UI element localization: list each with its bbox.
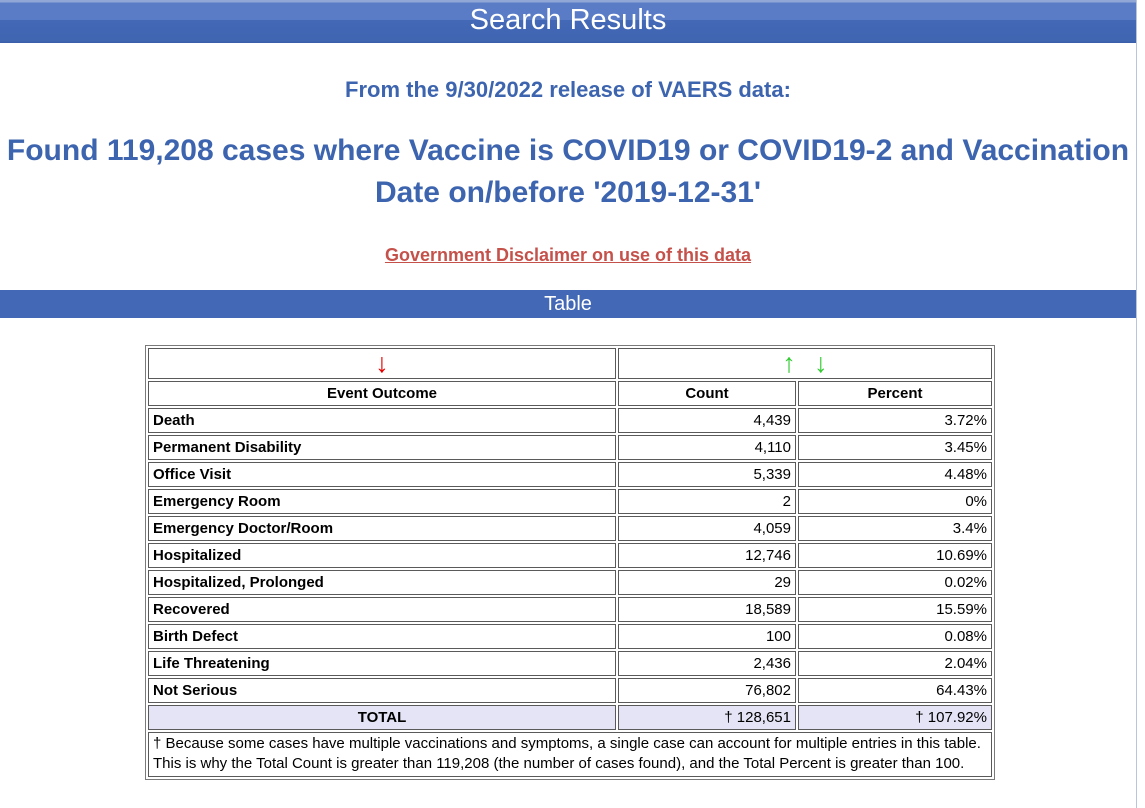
disclaimer-row: Government Disclaimer on use of this dat… xyxy=(0,245,1136,266)
percent-cell: 2.04% xyxy=(798,651,992,676)
table-row: Birth Defect 100 0.08% xyxy=(148,624,992,649)
outcome-cell: Hospitalized xyxy=(148,543,616,568)
sort-value-descending-arrow-icon[interactable]: ↓ xyxy=(814,348,828,378)
table-row: Not Serious 76,802 64.43% xyxy=(148,678,992,703)
government-disclaimer-link[interactable]: Government Disclaimer on use of this dat… xyxy=(384,245,752,265)
page-title: Search Results xyxy=(469,4,667,36)
count-cell: 18,589 xyxy=(618,597,796,622)
outcome-cell: Office Visit xyxy=(148,462,616,487)
percent-cell: 0.08% xyxy=(798,624,992,649)
column-header-row: Event Outcome Count Percent xyxy=(148,381,992,406)
percent-cell: 4.48% xyxy=(798,462,992,487)
total-row: TOTAL † 128,651 † 107.92% xyxy=(148,705,992,730)
outcome-cell: Emergency Doctor/Room xyxy=(148,516,616,541)
outcome-cell: Birth Defect xyxy=(148,624,616,649)
outcome-sort-cell: ↓ xyxy=(148,348,616,379)
percent-cell: 64.43% xyxy=(798,678,992,703)
count-cell: 5,339 xyxy=(618,462,796,487)
total-count-cell: † 128,651 xyxy=(618,705,796,730)
count-cell: 4,059 xyxy=(618,516,796,541)
table-section-title: Table xyxy=(544,293,592,315)
percent-cell: 3.72% xyxy=(798,408,992,433)
table-row: Recovered 18,589 15.59% xyxy=(148,597,992,622)
table-row: Hospitalized 12,746 10.69% xyxy=(148,543,992,568)
sort-row: ↓ ↑ ↓ xyxy=(148,348,992,379)
col-header-count: Count xyxy=(618,381,796,406)
count-cell: 76,802 xyxy=(618,678,796,703)
results-table: ↓ ↑ ↓ Event Outcome Count Percent Death … xyxy=(145,345,995,780)
footnote-row: † Because some cases have multiple vacci… xyxy=(148,732,992,777)
col-header-event-outcome: Event Outcome xyxy=(148,381,616,406)
outcome-cell: Life Threatening xyxy=(148,651,616,676)
outcome-cell: Permanent Disability xyxy=(148,435,616,460)
table-section-bar: Table xyxy=(0,290,1136,318)
table-row: Emergency Doctor/Room 4,059 3.4% xyxy=(148,516,992,541)
table-footnote: † Because some cases have multiple vacci… xyxy=(148,732,992,777)
outcome-cell: Death xyxy=(148,408,616,433)
sort-outcome-descending-arrow-icon[interactable]: ↓ xyxy=(375,348,389,378)
table-row: Life Threatening 2,436 2.04% xyxy=(148,651,992,676)
value-sort-cell: ↑ ↓ xyxy=(618,348,992,379)
count-cell: 2 xyxy=(618,489,796,514)
release-subtitle: From the 9/30/2022 release of VAERS data… xyxy=(345,77,791,102)
total-percent-cell: † 107.92% xyxy=(798,705,992,730)
sort-value-ascending-arrow-icon[interactable]: ↑ xyxy=(782,348,796,378)
outcome-cell: Emergency Room xyxy=(148,489,616,514)
count-cell: 29 xyxy=(618,570,796,595)
outcome-cell: Not Serious xyxy=(148,678,616,703)
page-title-bar: Search Results xyxy=(0,0,1136,43)
table-row: Emergency Room 2 0% xyxy=(148,489,992,514)
count-cell: 100 xyxy=(618,624,796,649)
table-row: Death 4,439 3.72% xyxy=(148,408,992,433)
count-cell: 12,746 xyxy=(618,543,796,568)
percent-cell: 15.59% xyxy=(798,597,992,622)
count-cell: 4,110 xyxy=(618,435,796,460)
col-header-percent: Percent xyxy=(798,381,992,406)
table-row: Permanent Disability 4,110 3.45% xyxy=(148,435,992,460)
percent-cell: 3.45% xyxy=(798,435,992,460)
percent-cell: 10.69% xyxy=(798,543,992,568)
table-row: Hospitalized, Prolonged 29 0.02% xyxy=(148,570,992,595)
percent-cell: 0.02% xyxy=(798,570,992,595)
total-label-cell: TOTAL xyxy=(148,705,616,730)
percent-cell: 0% xyxy=(798,489,992,514)
outcome-cell: Recovered xyxy=(148,597,616,622)
table-row: Office Visit 5,339 4.48% xyxy=(148,462,992,487)
percent-cell: 3.4% xyxy=(798,516,992,541)
count-cell: 2,436 xyxy=(618,651,796,676)
outcome-cell: Hospitalized, Prolonged xyxy=(148,570,616,595)
count-cell: 4,439 xyxy=(618,408,796,433)
results-heading: Found 119,208 cases where Vaccine is COV… xyxy=(6,134,1130,209)
